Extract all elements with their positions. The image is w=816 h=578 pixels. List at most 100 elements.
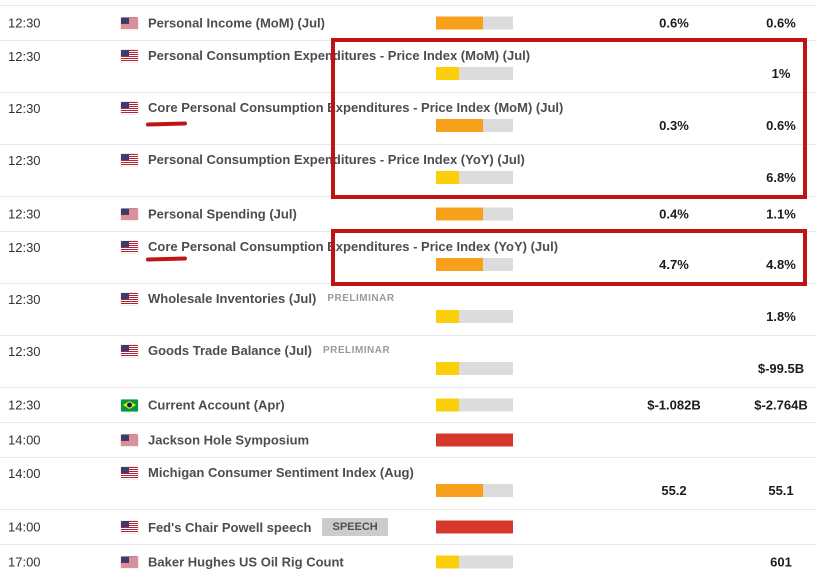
event-title: Baker Hughes US Oil Rig Count [148,554,344,570]
event-title: Wholesale Inventories (Jul) [148,291,317,306]
economic-calendar-table: 12:30 Personal Income (MoM) (Jul) 0.6% 0… [0,5,816,578]
preliminary-label: PRELIMINAR [323,345,391,356]
event-time: 17:00 [8,554,41,570]
event-title: Personal Income (MoM) (Jul) [148,15,325,31]
importance-bar-fill [436,398,459,412]
importance-bar-icon [436,484,513,497]
previous-value: $-2.764B [754,397,808,413]
importance-bar-fill [436,310,459,323]
event-cell: Jackson Hole Symposium [121,433,309,448]
event-title: Fed's Chair Powell speech [148,519,312,535]
event-time: 12:30 [8,344,41,359]
flag-us-icon [121,466,138,479]
previous-value: 1.8% [766,309,796,324]
event-cell: Personal Spending (Jul) [121,207,297,222]
event-cell: Goods Trade Balance (Jul) PRELIMINAR [121,343,390,358]
event-row[interactable]: 12:30 Personal Consumption Expenditures … [0,144,816,196]
event-row[interactable]: 12:30 Personal Consumption Expenditures … [0,40,816,92]
importance-bar-fill [436,555,459,569]
event-row[interactable]: 12:30 Personal Spending (Jul) 0.4% 1.1% [0,196,816,231]
event-title: Personal Consumption Expenditures - Pric… [148,152,525,167]
event-time: 12:30 [8,206,41,222]
importance-bar-fill [436,362,459,375]
importance-bar-fill [436,258,483,271]
actual-value: 0.4% [659,206,689,222]
event-row[interactable]: 12:30 Personal Income (MoM) (Jul) 0.6% 0… [0,5,816,40]
flag-us-icon [121,240,138,253]
event-cell: Wholesale Inventories (Jul) PRELIMINAR [121,291,395,306]
flag-us-icon [121,292,138,305]
importance-bar-fill [436,484,483,497]
actual-value: 4.7% [659,257,689,272]
actual-value: $-1.082B [647,397,701,413]
importance-bar-fill [436,520,513,534]
importance-bar-fill [436,16,483,30]
importance-bar-icon [436,362,513,375]
event-row[interactable]: 14:00 Michigan Consumer Sentiment Index … [0,457,816,509]
event-time: 12:30 [8,15,41,31]
flag-us-icon [121,344,138,357]
annotation-red-box-pce-group [331,38,807,199]
event-time: 14:00 [8,466,41,481]
event-time: 12:30 [8,101,41,116]
previous-value: 0.6% [766,15,796,31]
event-title: Core Personal Consumption Expenditures -… [148,239,559,254]
importance-bar-icon [436,207,513,221]
flag-us-icon [121,49,138,62]
previous-value: 1% [771,66,791,81]
event-cell: Core Personal Consumption Expenditures -… [121,239,558,254]
importance-bar-fill [436,119,483,132]
importance-bar-icon [436,16,513,30]
event-cell: Core Personal Consumption Expenditures -… [121,100,563,115]
previous-value: 601 [770,554,792,570]
event-time: 12:30 [8,49,41,64]
importance-bar-fill [436,171,459,184]
event-row[interactable]: 14:00 Jackson Hole Symposium [0,422,816,457]
event-title: Current Account (Apr) [148,397,285,413]
previous-value: 0.6% [766,118,796,133]
event-title: Michigan Consumer Sentiment Index (Aug) [148,465,414,480]
event-row[interactable]: 12:30 Goods Trade Balance (Jul) PRELIMIN… [0,335,816,387]
event-cell: Personal Income (MoM) (Jul) [121,16,325,31]
event-cell: Personal Consumption Expenditures - Pric… [121,48,530,63]
event-cell: Michigan Consumer Sentiment Index (Aug) [121,465,414,480]
event-title: Personal Consumption Expenditures - Pric… [148,48,531,63]
flag-us-icon [121,17,138,29]
preliminary-label: PRELIMINAR [327,293,395,304]
event-cell: Fed's Chair Powell speech SPEECH [121,518,388,536]
importance-bar-icon [436,258,513,271]
actual-value: 0.6% [659,15,689,31]
flag-us-icon [121,101,138,114]
event-row[interactable]: 12:30 Current Account (Apr) $-1.082B $-2… [0,387,816,422]
previous-value: 1.1% [766,206,796,222]
importance-bar-icon [436,67,513,80]
importance-bar-icon [436,171,513,184]
event-cell: Personal Consumption Expenditures - Pric… [121,152,525,167]
event-row[interactable]: 17:00 Baker Hughes US Oil Rig Count 601 [0,544,816,578]
event-time: 12:30 [8,153,41,168]
previous-value: 6.8% [766,170,796,185]
event-row[interactable]: 12:30 Core Personal Consumption Expendit… [0,231,816,283]
importance-bar-fill [436,207,483,221]
event-cell: Current Account (Apr) [121,398,285,413]
event-row[interactable]: 14:00 Fed's Chair Powell speech SPEECH [0,509,816,544]
event-time: 12:30 [8,397,41,413]
importance-bar-fill [436,67,459,80]
event-cell: Baker Hughes US Oil Rig Count [121,555,344,570]
actual-value: 0.3% [659,118,689,133]
event-row[interactable]: 12:30 Core Personal Consumption Expendit… [0,92,816,144]
flag-us-icon [121,434,138,446]
importance-bar-icon [436,520,513,534]
flag-us-icon [121,556,138,568]
annotation-red-box-core-pce-yoy [331,229,807,286]
speech-badge: SPEECH [322,518,388,536]
event-title: Goods Trade Balance (Jul) [148,343,312,358]
event-time: 14:00 [8,519,41,535]
importance-bar-icon [436,119,513,132]
event-title: Personal Spending (Jul) [148,206,297,222]
event-time: 14:00 [8,432,41,448]
previous-value: 55.1 [768,483,794,498]
previous-value: $-99.5B [757,361,805,376]
event-row[interactable]: 12:30 Wholesale Inventories (Jul) PRELIM… [0,283,816,335]
